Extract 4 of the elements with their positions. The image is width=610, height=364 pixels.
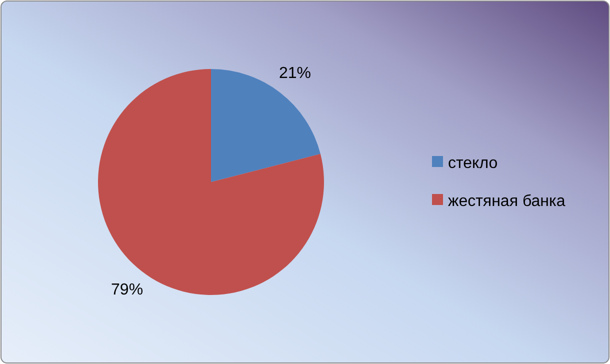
data-label: 79% xyxy=(111,281,144,298)
legend-label: стекло xyxy=(448,155,498,172)
data-label: 21% xyxy=(278,64,311,82)
legend-label: жестяная банка xyxy=(448,193,566,210)
